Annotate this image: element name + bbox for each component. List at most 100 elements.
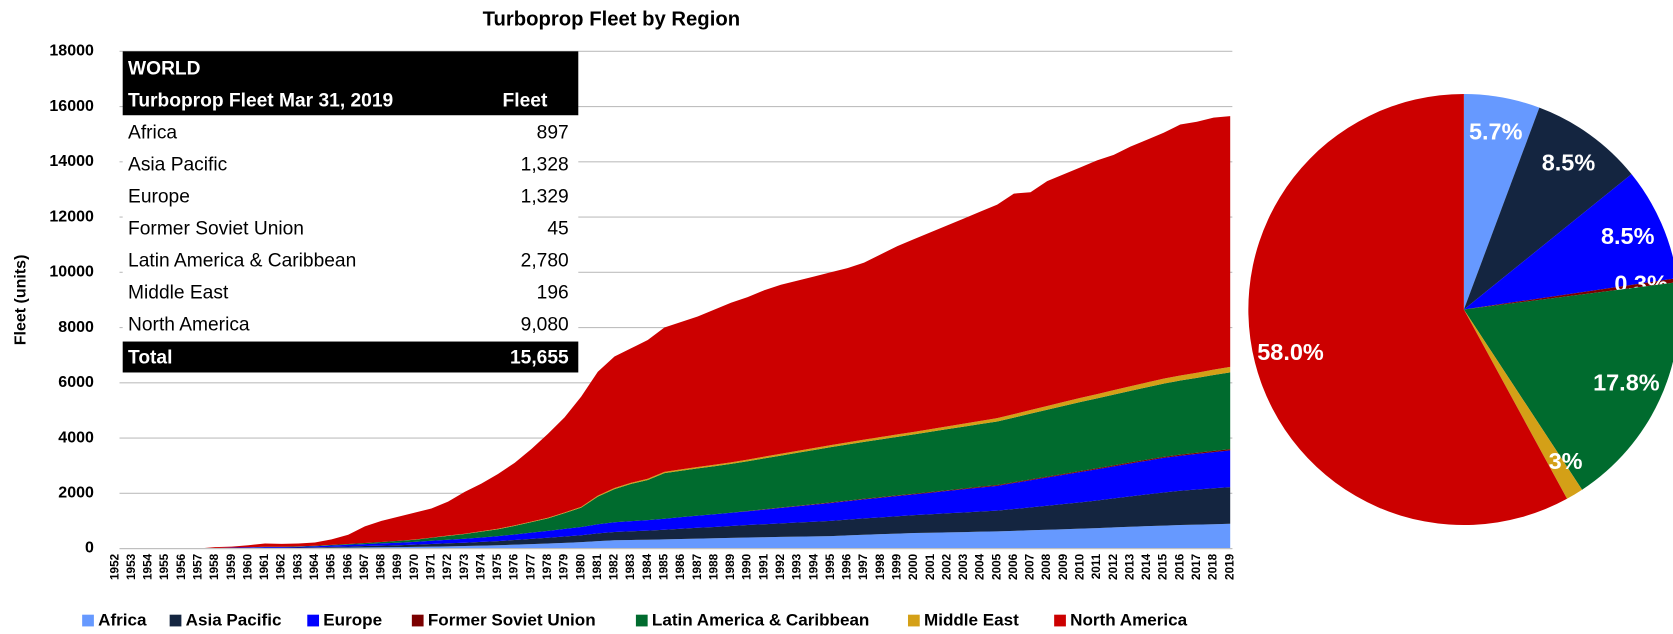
x-tick-label: 1957 xyxy=(192,554,205,580)
legend-swatch xyxy=(907,614,920,627)
x-tick-label: 1999 xyxy=(890,553,903,580)
legend-label: Europe xyxy=(323,611,382,630)
x-tick-label: 1975 xyxy=(491,553,504,580)
table-title: WORLD xyxy=(128,59,201,80)
x-tick-label: 1979 xyxy=(558,553,571,580)
x-tick-label: 1996 xyxy=(841,553,854,580)
legend-label: Former Soviet Union xyxy=(428,611,596,630)
x-tick-label: 1953 xyxy=(125,553,138,580)
x-tick-label: 2010 xyxy=(1074,553,1087,580)
pie-label: 17.8% xyxy=(1593,370,1660,396)
x-tick-label: 1986 xyxy=(674,553,687,580)
x-tick-label: 2016 xyxy=(1173,553,1186,580)
legend-label: Asia Pacific xyxy=(186,611,282,630)
x-tick-label: 1995 xyxy=(824,553,837,580)
x-tick-label: 1952 xyxy=(108,553,121,580)
x-tick-label: 1987 xyxy=(691,554,704,580)
pie-slice xyxy=(1248,94,1568,526)
legend-swatch xyxy=(82,614,94,627)
table-cell: 897 xyxy=(537,123,569,144)
x-tick-label: 1965 xyxy=(325,553,338,580)
table-column-header: Turboprop Fleet Mar 31, 2019 xyxy=(128,91,393,112)
x-tick-label: 1963 xyxy=(291,553,304,580)
x-tick-label: 1958 xyxy=(208,553,221,580)
table-cell: Africa xyxy=(128,123,177,144)
pie-slice xyxy=(1463,309,1583,499)
y-tick-label: 12000 xyxy=(49,208,94,225)
x-tick-label: 1998 xyxy=(874,553,887,580)
legend-swatch xyxy=(635,614,648,627)
area-6 xyxy=(115,116,1231,549)
legend-label: Middle East xyxy=(924,611,1019,630)
table-body-bg xyxy=(122,115,579,342)
y-tick-label: 8000 xyxy=(58,319,94,336)
x-tick-label: 1988 xyxy=(707,553,720,580)
x-tick-label: 2013 xyxy=(1123,553,1136,580)
table-cell: Middle East xyxy=(128,283,229,304)
x-tick-label: 1977 xyxy=(524,554,537,580)
area-1 xyxy=(115,487,1231,549)
legend-label: Latin America & Caribbean xyxy=(652,611,869,630)
x-tick-label: 1956 xyxy=(175,553,188,580)
x-tick-label: 2002 xyxy=(940,553,953,580)
pie-slice xyxy=(1463,174,1673,310)
table-cell: 45 xyxy=(547,219,568,240)
y-tick-label: 16000 xyxy=(49,98,94,115)
x-tick-label: 1992 xyxy=(774,553,787,580)
area-2 xyxy=(115,450,1231,549)
pie-slice xyxy=(1463,107,1632,310)
table-cell: 1,328 xyxy=(521,155,569,176)
table-total: 15,655 xyxy=(510,348,569,369)
x-tick-label: 1983 xyxy=(624,553,637,580)
x-tick-label: 1990 xyxy=(741,553,754,580)
y-tick-label: 0 xyxy=(85,540,94,557)
x-tick-label: 2015 xyxy=(1157,553,1170,580)
legend-swatch xyxy=(411,614,424,627)
pie-label: 5.7% xyxy=(1469,119,1523,145)
y-tick-label: 14000 xyxy=(49,153,94,170)
x-tick-label: 1966 xyxy=(341,553,354,580)
table-cell: Latin America & Caribbean xyxy=(128,251,356,272)
x-tick-label: 1973 xyxy=(458,553,471,580)
y-tick-label: 10000 xyxy=(49,264,94,281)
x-tick-label: 1991 xyxy=(757,553,770,580)
x-tick-label: 2005 xyxy=(990,553,1003,580)
table-cell: Asia Pacific xyxy=(128,155,228,176)
pie-label: 58.0% xyxy=(1257,339,1324,365)
x-tick-label: 1967 xyxy=(358,554,371,580)
y-axis-label: Fleet (units) xyxy=(13,255,30,346)
legend-label: Africa xyxy=(98,611,147,630)
pie-slice xyxy=(1463,282,1673,490)
x-tick-label: 1960 xyxy=(241,553,254,580)
x-tick-label: 2008 xyxy=(1040,553,1053,580)
x-tick-label: 2012 xyxy=(1107,553,1120,580)
x-tick-label: 1972 xyxy=(441,553,454,580)
x-tick-label: 1969 xyxy=(391,553,404,580)
legend-swatch xyxy=(169,614,182,627)
x-tick-label: 2009 xyxy=(1057,553,1070,580)
table-cell: North America xyxy=(128,315,250,336)
x-tick-label: 1976 xyxy=(508,553,521,580)
table-column-header: Fleet xyxy=(503,91,548,112)
x-tick-label: 2006 xyxy=(1007,553,1020,580)
x-tick-label: 2019 xyxy=(1223,553,1236,580)
x-tick-label: 2004 xyxy=(974,553,987,580)
x-tick-label: 1997 xyxy=(857,554,870,580)
y-tick-label: 18000 xyxy=(49,43,94,60)
x-tick-label: 2011 xyxy=(1090,553,1103,579)
x-tick-label: 1954 xyxy=(142,553,155,580)
table-total-bg xyxy=(122,341,579,373)
chart-title: Turboprop Fleet by Region xyxy=(483,9,740,31)
x-tick-label: 2003 xyxy=(957,553,970,580)
legend-swatch xyxy=(1054,614,1066,627)
x-tick-label: 1980 xyxy=(574,553,587,580)
x-tick-label: 1970 xyxy=(408,553,421,580)
x-tick-label: 1982 xyxy=(608,553,621,580)
table-cell: 2,780 xyxy=(521,251,569,272)
area-0 xyxy=(115,523,1231,549)
pie-label: 8.5% xyxy=(1601,223,1655,249)
x-tick-label: 1984 xyxy=(641,553,654,580)
x-tick-label: 2018 xyxy=(1207,553,1220,580)
x-tick-label: 2000 xyxy=(907,553,920,580)
